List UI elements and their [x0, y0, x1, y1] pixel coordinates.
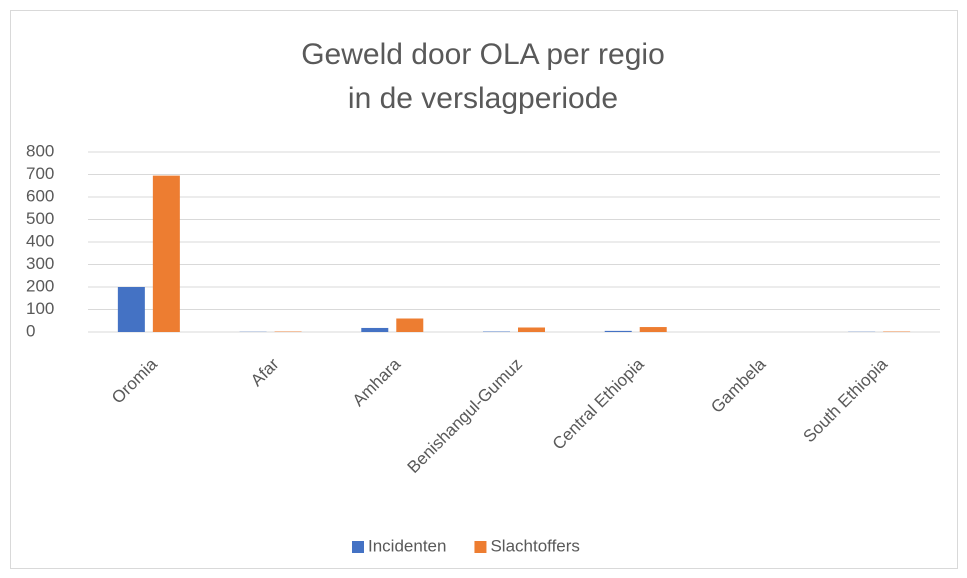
legend-swatch [352, 541, 364, 553]
y-tick-label: 200 [26, 276, 54, 295]
legend-swatch [474, 541, 487, 553]
y-tick-label: 500 [26, 209, 54, 228]
y-tick-label: 300 [26, 254, 54, 273]
bar [152, 175, 180, 332]
bar [604, 330, 632, 332]
y-tick-label: 800 [26, 141, 54, 160]
y-tick-label: 0 [26, 321, 35, 340]
bar [518, 327, 545, 332]
y-tick-label: 400 [26, 231, 54, 250]
legend-label: Slachtoffers [490, 536, 579, 555]
bar [117, 287, 145, 332]
bar [639, 327, 667, 332]
chart-title: Geweld door OLA per regio [301, 38, 665, 71]
chart-title: in de verslagperiode [348, 82, 618, 115]
legend-label: Incidenten [368, 536, 446, 555]
y-tick-label: 600 [26, 186, 54, 205]
y-tick-label: 700 [26, 164, 54, 183]
bar [396, 318, 424, 332]
y-tick-label: 100 [26, 299, 54, 318]
bar [361, 327, 389, 332]
